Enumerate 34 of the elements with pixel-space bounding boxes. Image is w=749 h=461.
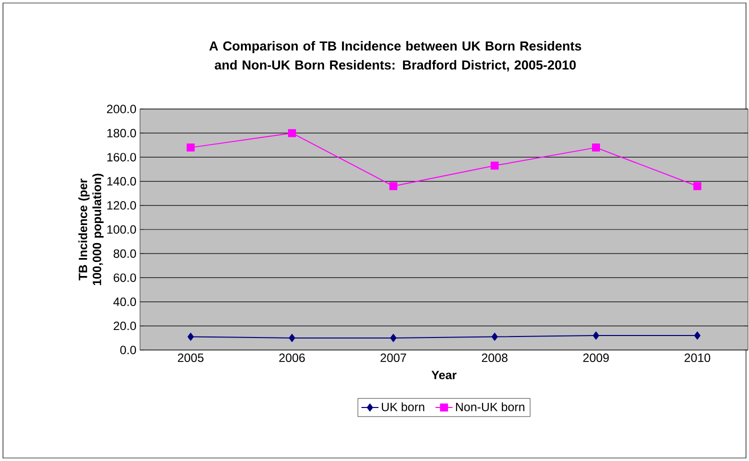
y-tick-label: 40.0 [113,298,136,306]
point [288,129,296,138]
point [490,162,499,170]
x-tick-label: 2009 [583,354,609,362]
y-tick-label: 180.0 [107,128,136,138]
point [492,332,498,341]
y-tick-label: 160.0 [107,152,136,162]
y-tick-label: 80.0 [114,249,136,258]
x-axis-title: Year [432,370,456,380]
point [693,182,702,190]
legend-label: Non-UK born [456,402,524,412]
x-tick-label: 2006 [279,354,305,362]
point [188,332,194,341]
point [389,182,398,190]
x-tick-label: 2008 [482,354,508,362]
x-tick-label: 2007 [380,354,406,362]
y-tick-label: 100.0 [107,225,136,234]
x-tick-label: 2010 [684,354,710,362]
point [694,332,700,340]
point [186,144,195,152]
y-tick-label: 0.0 [120,346,136,354]
point [288,334,296,342]
y-tick-label: 140.0 [107,177,136,186]
y-tick-label: 20.0 [114,322,136,330]
point [390,334,396,342]
y-tick-label: 200.0 [107,104,136,114]
y-axis-title: TB Incidence (per 100,000 population) [78,174,104,286]
legend-label: UK born [382,402,424,412]
point [592,144,600,152]
y-tick-label: 120.0 [107,201,136,210]
point [592,332,600,340]
y-tick-label: 60.0 [114,273,136,282]
chart-title: A Comparison of TB Incidence between UK Born Residents and Non-UK Born Residents: Bradford District, 2005-2010 [209,41,582,72]
x-tick-label: 2005 [178,354,204,362]
